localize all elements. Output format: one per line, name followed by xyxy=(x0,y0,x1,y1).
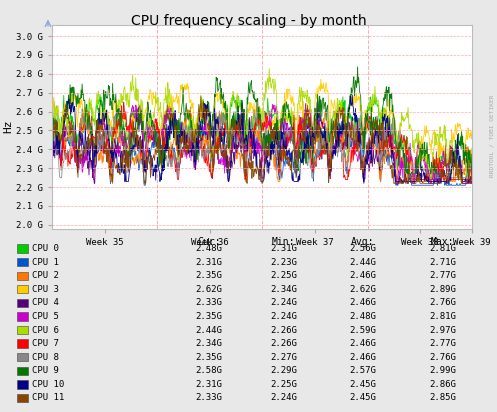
Text: CPU 4: CPU 4 xyxy=(32,298,59,307)
Text: 2.33G: 2.33G xyxy=(195,393,222,403)
Text: 2.31G: 2.31G xyxy=(195,380,222,389)
Text: Cur:: Cur: xyxy=(197,237,221,247)
Y-axis label: Hz: Hz xyxy=(3,120,13,133)
Text: CPU 1: CPU 1 xyxy=(32,258,59,267)
Text: 2.77G: 2.77G xyxy=(429,339,456,348)
Text: 2.99G: 2.99G xyxy=(429,366,456,375)
Text: 2.85G: 2.85G xyxy=(429,393,456,403)
Text: 2.71G: 2.71G xyxy=(429,258,456,267)
Text: 2.26G: 2.26G xyxy=(270,325,297,335)
Text: 2.81G: 2.81G xyxy=(429,312,456,321)
Text: 2.24G: 2.24G xyxy=(270,298,297,307)
Text: 2.34G: 2.34G xyxy=(195,339,222,348)
Text: Avg:: Avg: xyxy=(351,237,375,247)
Text: 2.76G: 2.76G xyxy=(429,298,456,307)
Text: CPU 0: CPU 0 xyxy=(32,244,59,253)
Text: 2.24G: 2.24G xyxy=(270,312,297,321)
Text: 2.62G: 2.62G xyxy=(195,285,222,294)
Text: 2.59G: 2.59G xyxy=(349,325,376,335)
Text: 2.23G: 2.23G xyxy=(270,258,297,267)
Text: CPU 8: CPU 8 xyxy=(32,353,59,362)
Text: Max:: Max: xyxy=(430,237,454,247)
Text: 2.45G: 2.45G xyxy=(349,380,376,389)
Text: CPU 9: CPU 9 xyxy=(32,366,59,375)
Text: 2.89G: 2.89G xyxy=(429,285,456,294)
Text: 2.44G: 2.44G xyxy=(195,325,222,335)
Text: 2.62G: 2.62G xyxy=(349,285,376,294)
Text: 2.35G: 2.35G xyxy=(195,312,222,321)
Text: 2.35G: 2.35G xyxy=(195,271,222,280)
Text: CPU 5: CPU 5 xyxy=(32,312,59,321)
Text: Min:: Min: xyxy=(271,237,295,247)
Text: 2.27G: 2.27G xyxy=(270,353,297,362)
Text: 2.48G: 2.48G xyxy=(349,312,376,321)
Text: 2.48G: 2.48G xyxy=(195,244,222,253)
Text: RRDTOOL / TOBI OETIKER: RRDTOOL / TOBI OETIKER xyxy=(490,95,495,177)
Text: CPU frequency scaling - by month: CPU frequency scaling - by month xyxy=(131,14,366,28)
Text: 2.26G: 2.26G xyxy=(270,339,297,348)
Text: 2.81G: 2.81G xyxy=(429,244,456,253)
Text: 2.46G: 2.46G xyxy=(349,353,376,362)
Text: 2.44G: 2.44G xyxy=(349,258,376,267)
Text: 2.29G: 2.29G xyxy=(270,366,297,375)
Text: 2.35G: 2.35G xyxy=(195,353,222,362)
Text: CPU 2: CPU 2 xyxy=(32,271,59,280)
Text: 2.46G: 2.46G xyxy=(349,298,376,307)
Text: 2.86G: 2.86G xyxy=(429,380,456,389)
Text: CPU 10: CPU 10 xyxy=(32,380,65,389)
Text: 2.97G: 2.97G xyxy=(429,325,456,335)
Text: CPU 3: CPU 3 xyxy=(32,285,59,294)
Text: 2.31G: 2.31G xyxy=(195,258,222,267)
Text: 2.57G: 2.57G xyxy=(349,366,376,375)
Text: 2.24G: 2.24G xyxy=(270,393,297,403)
Text: 2.46G: 2.46G xyxy=(349,271,376,280)
Text: 2.34G: 2.34G xyxy=(270,285,297,294)
Text: CPU 11: CPU 11 xyxy=(32,393,65,403)
Text: 2.77G: 2.77G xyxy=(429,271,456,280)
Text: 2.56G: 2.56G xyxy=(349,244,376,253)
Text: 2.31G: 2.31G xyxy=(270,244,297,253)
Text: 2.45G: 2.45G xyxy=(349,393,376,403)
Text: 2.58G: 2.58G xyxy=(195,366,222,375)
Text: CPU 6: CPU 6 xyxy=(32,325,59,335)
Text: 2.33G: 2.33G xyxy=(195,298,222,307)
Text: 2.25G: 2.25G xyxy=(270,271,297,280)
Text: 2.25G: 2.25G xyxy=(270,380,297,389)
Text: CPU 7: CPU 7 xyxy=(32,339,59,348)
Text: 2.76G: 2.76G xyxy=(429,353,456,362)
Text: 2.46G: 2.46G xyxy=(349,339,376,348)
